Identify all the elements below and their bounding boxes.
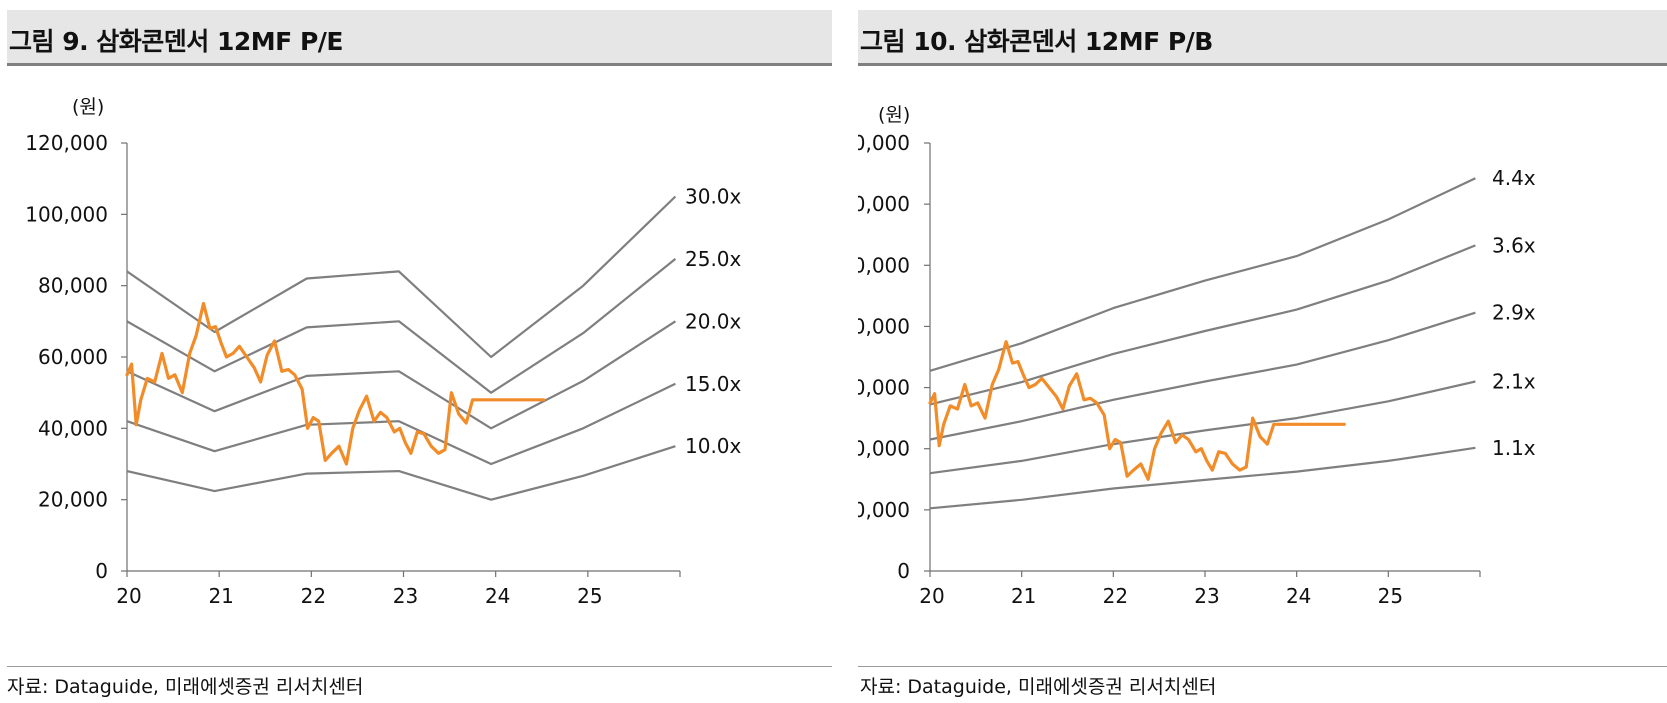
pe-y-tick-label: 100,000 [25,202,108,226]
pb-y-tick-label: 80,000 [858,314,910,338]
pe-x-tick-label: 20 [116,584,141,608]
pe-source-note: 자료: Dataguide, 미래에셋증권 리서치센터 [7,676,364,698]
pe-title-bar: 그림 9. 삼화콘덴서 12MF P/E [7,10,832,66]
pe-y-tick-label: 40,000 [38,416,108,440]
pb-y-tick-label: 0 [897,559,910,583]
pb-band-chart: (원) 0 20,000 40,000 60,000 80,000 100,000 120,0… [858,104,1536,608]
pe-x-tick-label: 25 [577,584,602,608]
pe-band-label: 30.0x [685,185,742,209]
pe-x-tick-label: 24 [485,584,510,608]
pb-y-tick-label: 120,000 [858,192,910,216]
pb-band-line-3 [929,380,1476,475]
pe-band-line-4 [126,445,676,501]
pb-source-divider [858,666,1667,667]
pb-band-label: 4.4x [1492,166,1536,190]
pe-band-label: 20.0x [685,309,742,333]
pe-band-line-3 [126,382,676,466]
pb-y-unit-label: (원) [878,104,910,126]
pe-x-tick-label: 21 [208,584,233,608]
pb-band-line-0 [929,177,1476,372]
pb-x-tick-label: 25 [1378,584,1403,608]
pb-y-tick-label: 140,000 [858,131,910,155]
pe-y-unit-label: (원) [72,96,104,118]
pb-x-tick-label: 20 [919,584,944,608]
pe-band-line-2 [126,320,676,430]
pe-x-tick-label: 22 [301,584,326,608]
pe-x-tick-label: 23 [393,584,418,608]
pb-y-tick-label: 100,000 [858,253,910,277]
pb-title-bar: 그림 10. 삼화콘덴서 12MF P/B [858,10,1667,66]
pe-band-line-0 [126,195,677,359]
pb-y-tick-label: 40,000 [858,437,910,461]
pb-band-line-2 [929,311,1476,441]
pb-band-line-4 [929,446,1476,510]
pe-price-line [125,301,546,466]
pb-band-line-1 [929,244,1476,406]
pe-band-chart: (원) 0 20,000 40,000 60,000 80,000 100,000 120,0… [25,96,742,608]
pe-band-label: 15.0x [685,372,742,396]
pe-y-tick-label: 20,000 [38,488,108,512]
pe-chart-title: 그림 9. 삼화콘덴서 12MF P/E [9,27,343,56]
pb-band-label: 2.1x [1492,369,1536,393]
pe-y-tick-label: 0 [95,559,108,583]
pe-band-label: 25.0x [685,247,742,271]
pb-x-tick-label: 24 [1286,584,1311,608]
pb-x-tick-label: 22 [1103,584,1128,608]
pb-x-tick-label: 21 [1011,584,1036,608]
pe-band-label: 10.0x [685,434,742,458]
pe-y-tick-label: 60,000 [38,345,108,369]
pe-band-line-1 [126,258,677,394]
pe-y-tick-label: 80,000 [38,274,108,298]
pb-x-tick-label: 23 [1194,584,1219,608]
pb-price-line [928,340,1346,481]
pb-source-note: 자료: Dataguide, 미래에셋증권 리서치센터 [860,676,1217,698]
pb-y-tick-label: 20,000 [858,498,910,522]
pb-band-label: 2.9x [1492,301,1536,325]
pb-chart-title: 그림 10. 삼화콘덴서 12MF P/B [860,27,1213,56]
pb-y-tick-label: 60,000 [858,376,910,400]
pb-band-label: 3.6x [1492,233,1536,257]
pe-source-divider [7,666,832,667]
pb-band-label: 1.1x [1492,436,1536,460]
pe-y-tick-label: 120,000 [25,131,108,155]
